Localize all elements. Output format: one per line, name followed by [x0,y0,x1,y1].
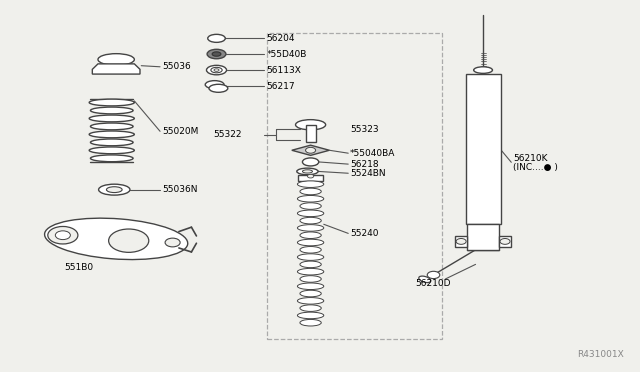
Text: 55323: 55323 [350,125,379,134]
Ellipse shape [474,67,493,73]
Ellipse shape [89,99,134,106]
Ellipse shape [211,67,222,73]
Ellipse shape [296,120,326,130]
Ellipse shape [298,239,324,246]
Bar [456,236,467,247]
Ellipse shape [298,312,324,319]
Text: 56210D: 56210D [415,279,451,288]
Polygon shape [92,64,140,74]
Ellipse shape [419,276,431,283]
Ellipse shape [300,320,321,326]
Ellipse shape [207,49,226,59]
Ellipse shape [300,247,321,253]
Text: 56204: 56204 [267,34,295,43]
Text: 55020M: 55020M [162,127,198,136]
Ellipse shape [303,170,312,173]
Circle shape [307,174,314,178]
Ellipse shape [300,203,321,209]
Bar [467,224,499,250]
Text: (INC....● ): (INC....● ) [513,163,558,171]
Text: 55036: 55036 [162,62,191,71]
Ellipse shape [207,65,227,75]
Ellipse shape [300,276,321,282]
Ellipse shape [106,187,122,193]
Text: 5524BN: 5524BN [350,169,386,178]
Bar [465,74,500,224]
Ellipse shape [300,261,321,268]
Ellipse shape [300,217,321,224]
Ellipse shape [298,181,324,187]
Bar [499,236,511,247]
Ellipse shape [298,298,324,304]
Circle shape [428,271,440,279]
Ellipse shape [209,84,228,92]
Ellipse shape [214,69,219,71]
Ellipse shape [300,188,321,195]
Ellipse shape [98,54,134,65]
Text: 55036N: 55036N [162,185,198,194]
Ellipse shape [300,290,321,297]
Ellipse shape [212,52,221,56]
Circle shape [305,147,316,153]
Ellipse shape [205,81,224,89]
Text: 56113X: 56113X [267,65,301,74]
Circle shape [500,238,510,244]
Ellipse shape [298,195,324,202]
Ellipse shape [89,115,134,122]
Ellipse shape [297,168,318,175]
Ellipse shape [298,268,324,275]
Circle shape [456,238,466,244]
Bar [267,33,442,339]
Ellipse shape [298,283,324,289]
Text: 55322: 55322 [213,131,242,140]
Ellipse shape [300,232,321,238]
Ellipse shape [208,34,225,42]
Ellipse shape [90,155,133,162]
Text: R431001X: R431001X [577,350,624,359]
Text: 56217: 56217 [267,82,295,91]
Ellipse shape [298,254,324,260]
Polygon shape [292,145,330,155]
Ellipse shape [45,218,188,260]
Ellipse shape [298,210,324,217]
Bar [305,125,316,142]
Circle shape [109,229,148,252]
Ellipse shape [89,131,134,138]
Circle shape [48,227,78,244]
Ellipse shape [300,305,321,311]
Bar [298,175,323,180]
Text: 55240: 55240 [350,229,379,238]
Circle shape [55,231,70,240]
Text: *55040BA: *55040BA [350,149,396,158]
Text: 56210K: 56210K [513,154,548,163]
Text: 56218: 56218 [350,160,379,169]
Ellipse shape [90,139,133,146]
Ellipse shape [90,123,133,130]
Text: *55D40B: *55D40B [267,49,307,58]
Text: 551B0: 551B0 [64,263,93,272]
Ellipse shape [90,107,133,114]
Ellipse shape [303,158,319,166]
Ellipse shape [298,225,324,231]
Ellipse shape [89,147,134,154]
Ellipse shape [99,184,130,195]
Circle shape [165,238,180,247]
